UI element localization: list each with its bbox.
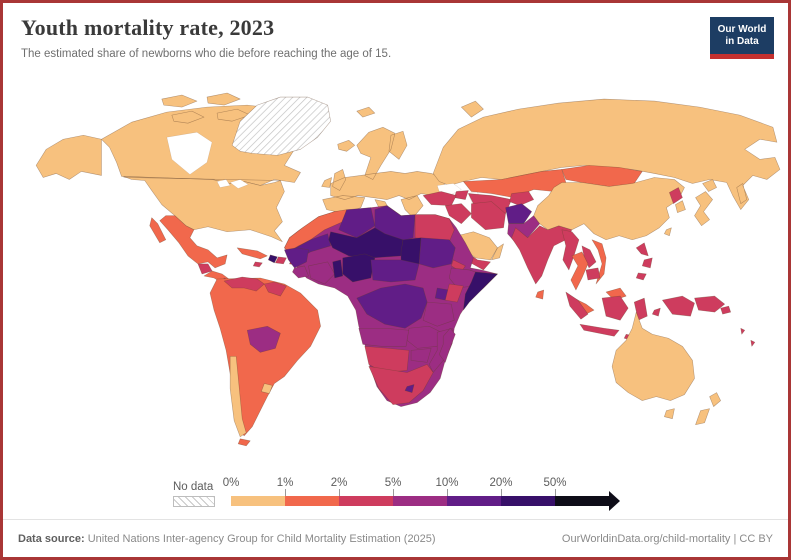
region-sierra-leone-liberia[interactable] — [292, 265, 309, 279]
legend-segment[interactable] — [393, 496, 447, 506]
legend-tick-labels: 0% 1% 2% 5% 10% 20% 50% — [223, 477, 631, 492]
legend-no-data: No data — [173, 481, 215, 507]
region-sri-lanka[interactable] — [535, 289, 545, 300]
legend-segment[interactable] — [231, 496, 285, 506]
region-turkey[interactable] — [422, 191, 457, 206]
great-lakes — [216, 179, 249, 189]
region-svalbard[interactable] — [356, 106, 376, 118]
region-cuba[interactable] — [236, 247, 268, 260]
data-source: Data source: United Nations Inter-agency… — [18, 533, 436, 545]
legend-tick-label: 20% — [489, 477, 513, 489]
region-senegal-guinea[interactable] — [284, 247, 309, 269]
region-pacific-islands[interactable] — [740, 327, 756, 347]
region-kenya[interactable] — [444, 283, 464, 303]
legend-segment[interactable] — [339, 496, 393, 506]
header: Youth mortality rate, 2023 The estimated… — [21, 15, 688, 60]
region-guyanas[interactable] — [264, 281, 287, 297]
region-new-zealand[interactable] — [695, 392, 721, 426]
region-angola[interactable] — [358, 327, 410, 347]
footer-link[interactable]: OurWorldinData.org/child-mortality | CC … — [561, 532, 773, 545]
region-south-korea[interactable] — [675, 200, 686, 213]
region-bolivia[interactable] — [246, 325, 281, 353]
no-data-label: No data — [173, 481, 214, 493]
region-thailand[interactable] — [570, 251, 589, 291]
legend-tick-label: 2% — [330, 477, 348, 489]
region-papua-new-guinea[interactable] — [694, 295, 731, 315]
region-sudan[interactable] — [418, 237, 456, 269]
region-mexico[interactable] — [149, 215, 228, 269]
region-afghanistan[interactable] — [505, 203, 532, 224]
region-united-states[interactable] — [123, 176, 285, 243]
region-taiwan[interactable] — [664, 227, 672, 237]
region-zimbabwe[interactable] — [410, 348, 432, 363]
legend-segment[interactable] — [501, 496, 555, 506]
chart-subtitle: The estimated share of newborns who die … — [21, 48, 392, 60]
hudson-bay — [166, 132, 213, 175]
region-somalia[interactable] — [463, 271, 498, 311]
region-vietnam[interactable] — [591, 239, 607, 285]
region-namibia-botswana[interactable] — [364, 346, 410, 373]
region-dominican-republic[interactable] — [275, 256, 287, 265]
region-russia[interactable] — [432, 98, 781, 210]
legend-segment[interactable] — [285, 496, 339, 506]
legend-segment[interactable] — [447, 496, 501, 506]
world-map — [11, 87, 786, 474]
region-togo-benin[interactable] — [332, 259, 343, 279]
region-india[interactable] — [511, 225, 573, 285]
region-oman[interactable] — [491, 243, 504, 261]
region-china[interactable] — [533, 177, 685, 241]
region-iran[interactable] — [471, 201, 506, 231]
map-legend: No data 0% 1% 2% 5% 10% 20% 50% — [173, 477, 631, 511]
region-kyrgyzstan-tajikistan[interactable] — [509, 191, 534, 206]
region-tierra-del-fuego[interactable] — [237, 438, 251, 447]
legend-segment[interactable] — [555, 496, 609, 506]
region-myanmar[interactable] — [561, 229, 580, 271]
region-syria-iraq[interactable] — [444, 203, 472, 224]
data-source-text: United Nations Inter-agency Group for Ch… — [84, 532, 436, 545]
region-nigeria[interactable] — [342, 253, 376, 283]
region-alaska[interactable] — [35, 134, 102, 180]
region-cambodia[interactable] — [585, 267, 601, 281]
region-north-korea[interactable] — [669, 187, 683, 204]
region-iceland[interactable] — [337, 139, 356, 152]
region-venezuela[interactable] — [223, 276, 265, 292]
region-dr-congo[interactable] — [356, 283, 428, 329]
region-jamaica[interactable] — [252, 261, 263, 268]
region-south-africa[interactable] — [368, 364, 434, 405]
region-cote-divoire-ghana[interactable] — [308, 261, 335, 285]
us-canada-border — [123, 177, 281, 181]
owid-logo[interactable]: Our World in Data — [710, 17, 774, 59]
region-laos[interactable] — [581, 245, 597, 269]
legend-tick-label: 0% — [222, 477, 240, 489]
legend-bar[interactable] — [231, 496, 609, 506]
region-greenland[interactable] — [231, 96, 331, 156]
legend-tick-label: 1% — [276, 477, 294, 489]
region-madagascar[interactable] — [438, 327, 456, 363]
region-haiti[interactable] — [268, 254, 278, 264]
region-uruguay[interactable] — [261, 383, 273, 394]
region-lesotho[interactable] — [404, 384, 415, 393]
legend-bar-area: 0% 1% 2% 5% 10% 20% 50% — [223, 477, 631, 511]
legend-tick-label: 50% — [543, 477, 567, 489]
region-cameroon-car[interactable] — [370, 259, 420, 283]
region-morocco[interactable] — [284, 209, 348, 253]
legend-arrow — [609, 491, 620, 511]
footer: Data source: United Nations Inter-agency… — [3, 519, 788, 557]
region-caucasus[interactable] — [454, 190, 469, 200]
region-chile[interactable] — [229, 356, 247, 438]
owid-logo-line1: Our World — [717, 23, 767, 35]
region-egypt[interactable] — [414, 214, 455, 243]
region-south-america-main[interactable] — [209, 277, 321, 437]
region-japan[interactable] — [694, 179, 717, 226]
region-philippines[interactable] — [635, 242, 653, 281]
no-data-swatch[interactable] — [173, 496, 215, 507]
owid-logo-line2: in Data — [725, 35, 759, 47]
data-source-label: Data source: — [18, 532, 85, 545]
legend-tick-label: 10% — [435, 477, 459, 489]
region-tanzania[interactable] — [422, 301, 455, 327]
region-australia[interactable] — [611, 311, 695, 419]
chart-title: Youth mortality rate, 2023 — [21, 15, 275, 40]
legend-tick-label: 5% — [384, 477, 402, 489]
